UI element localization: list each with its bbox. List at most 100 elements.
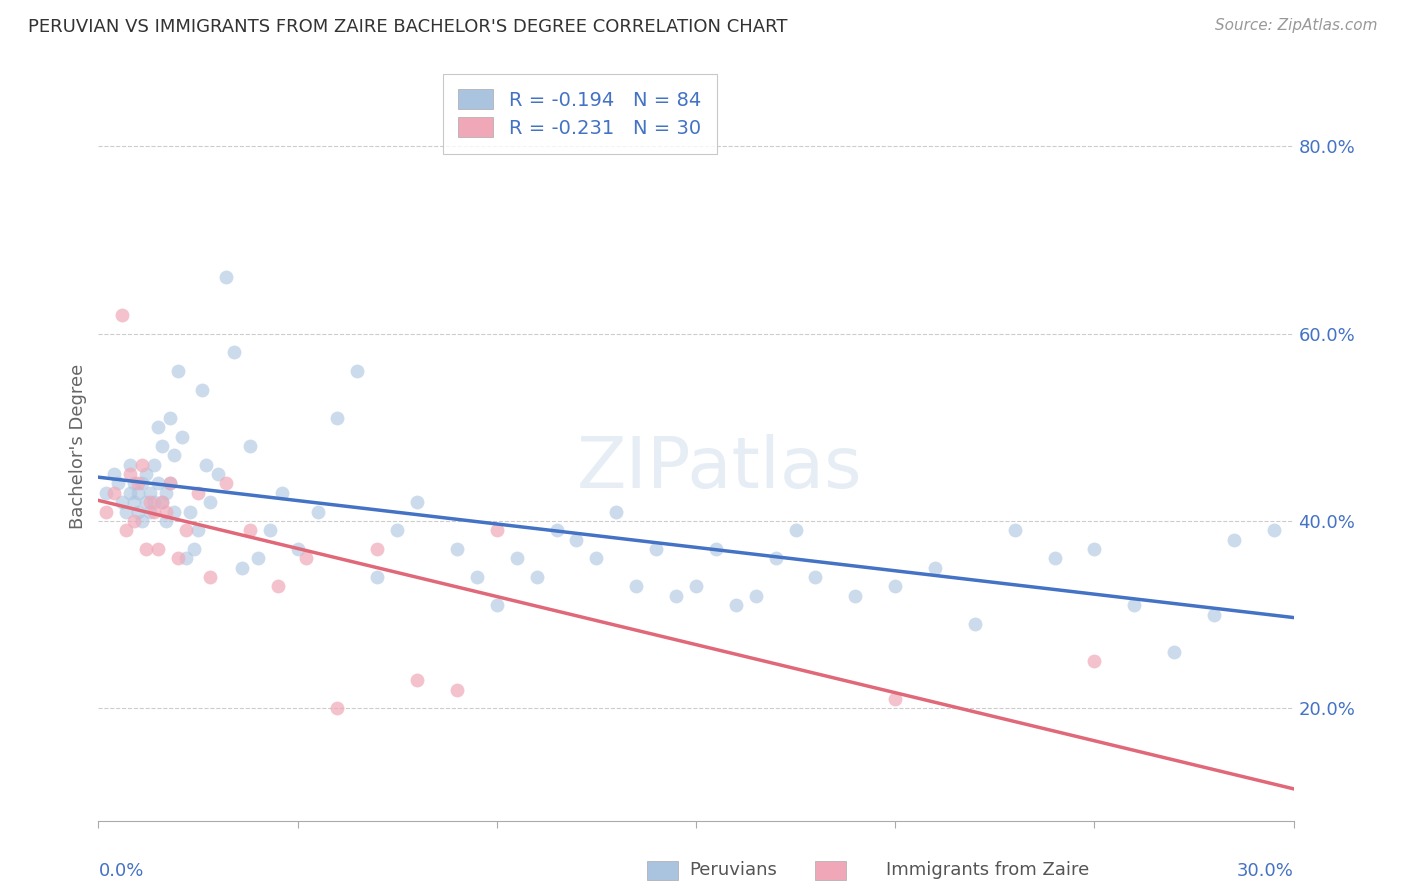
Point	[346, 364, 368, 378]
Point	[231, 561, 253, 575]
Point	[506, 551, 529, 566]
Text: PERUVIAN VS IMMIGRANTS FROM ZAIRE BACHELOR'S DEGREE CORRELATION CHART: PERUVIAN VS IMMIGRANTS FROM ZAIRE BACHEL…	[28, 18, 787, 36]
Point	[155, 505, 177, 519]
Point	[163, 449, 186, 463]
Point	[183, 542, 205, 557]
Point	[239, 439, 262, 453]
Point	[626, 580, 648, 594]
Text: 0.0%: 0.0%	[98, 863, 143, 880]
Point	[107, 476, 129, 491]
Point	[103, 467, 125, 482]
Point	[120, 458, 142, 472]
Point	[124, 514, 146, 528]
Point	[485, 599, 508, 613]
Point	[111, 308, 134, 322]
Point	[191, 383, 214, 397]
Point	[120, 486, 142, 500]
Point	[96, 505, 118, 519]
Point	[198, 570, 221, 584]
Point	[207, 467, 229, 482]
Point	[645, 542, 668, 557]
Point	[546, 523, 568, 537]
Point	[222, 345, 245, 359]
Point	[605, 505, 627, 519]
Point	[565, 533, 588, 547]
Point	[163, 505, 186, 519]
Point	[135, 467, 157, 482]
Point	[115, 505, 138, 519]
Point	[179, 505, 201, 519]
Point	[111, 495, 134, 509]
Point	[366, 570, 388, 584]
Point	[685, 580, 707, 594]
Point	[148, 420, 170, 434]
Point	[1004, 523, 1026, 537]
Point	[884, 580, 907, 594]
Point	[406, 495, 429, 509]
Point	[131, 458, 153, 472]
Point	[385, 523, 409, 537]
Point	[485, 523, 508, 537]
Point	[124, 476, 146, 491]
Point	[187, 486, 209, 500]
Point	[924, 561, 946, 575]
Point	[1263, 523, 1285, 537]
Point	[270, 486, 292, 500]
Point	[167, 364, 190, 378]
Point	[1223, 533, 1246, 547]
Point	[1083, 542, 1105, 557]
Point	[1202, 607, 1225, 622]
Point	[884, 692, 907, 706]
Point	[135, 495, 157, 509]
Point	[844, 589, 866, 603]
Point	[143, 505, 166, 519]
Text: ZIPatlas: ZIPatlas	[576, 434, 863, 503]
Point	[585, 551, 607, 566]
Point	[159, 411, 181, 425]
Point	[704, 542, 727, 557]
Point	[804, 570, 827, 584]
Point	[465, 570, 488, 584]
Point	[131, 476, 153, 491]
Point	[120, 467, 142, 482]
Point	[143, 495, 166, 509]
Point	[215, 270, 238, 285]
Point	[127, 476, 149, 491]
Point	[665, 589, 688, 603]
Point	[1083, 655, 1105, 669]
Point	[139, 505, 162, 519]
Point	[155, 486, 177, 500]
Point	[198, 495, 221, 509]
Point	[155, 514, 177, 528]
Point	[174, 523, 197, 537]
Point	[294, 551, 316, 566]
Legend: R = -0.194   N = 84, R = -0.231   N = 30: R = -0.194 N = 84, R = -0.231 N = 30	[443, 73, 717, 153]
Point	[139, 495, 162, 509]
Point	[246, 551, 269, 566]
Point	[150, 495, 173, 509]
Point	[135, 542, 157, 557]
Point	[148, 542, 170, 557]
Point	[267, 580, 290, 594]
Point	[724, 599, 747, 613]
Point	[159, 476, 181, 491]
Point	[1123, 599, 1146, 613]
Point	[103, 486, 125, 500]
Y-axis label: Bachelor's Degree: Bachelor's Degree	[69, 363, 87, 529]
Point	[215, 476, 238, 491]
Point	[526, 570, 548, 584]
Point	[143, 458, 166, 472]
Point	[131, 514, 153, 528]
Point	[765, 551, 787, 566]
Point	[259, 523, 281, 537]
Point	[172, 430, 194, 444]
Point	[1043, 551, 1066, 566]
Text: Peruvians: Peruvians	[689, 861, 776, 879]
Point	[195, 458, 218, 472]
Point	[148, 476, 170, 491]
Point	[785, 523, 807, 537]
Point	[124, 495, 146, 509]
Point	[326, 411, 349, 425]
Point	[96, 486, 118, 500]
Point	[326, 701, 349, 715]
